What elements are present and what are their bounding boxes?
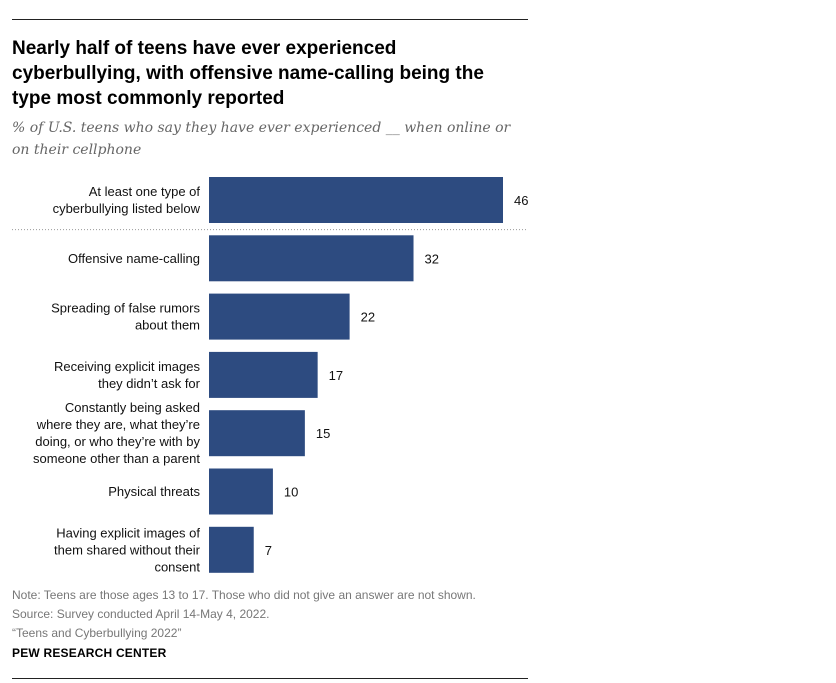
footnotes: Note: Teens are those ages 13 to 17. Tho…	[12, 586, 532, 643]
pew-logo-text: PEW RESEARCH CENTER	[12, 646, 167, 660]
category-label-2: Spreading of false rumors about them	[51, 301, 200, 333]
value-label-1: 32	[425, 251, 439, 266]
category-label-line: consent	[154, 559, 200, 574]
value-label-2: 22	[361, 310, 375, 325]
source-text: Source: Survey conducted April 14-May 4,…	[12, 607, 270, 621]
category-label-line: Constantly being asked	[65, 400, 200, 415]
category-label-0: At least one type of cyberbullying listed…	[53, 184, 201, 216]
category-label-line: they didn’t ask for	[98, 376, 201, 391]
value-label-4: 15	[316, 426, 330, 441]
category-label-4: Constantly being asked where they are, wh…	[33, 400, 200, 466]
bar-2	[209, 293, 350, 340]
value-label-5: 10	[284, 485, 298, 500]
value-label-6: 7	[265, 543, 272, 558]
bar-1	[209, 235, 414, 282]
bar-0	[209, 177, 503, 223]
report-title: “Teens and Cyberbullying 2022”	[12, 626, 182, 640]
category-label-line: Physical threats	[108, 484, 200, 499]
value-label-3: 17	[329, 368, 343, 383]
category-label-line: Receiving explicit images	[54, 359, 200, 374]
category-label-3: Receiving explicit images they didn’t ask…	[54, 359, 201, 391]
category-label-line: doing, or who they’re with by	[35, 434, 200, 449]
bar-4	[209, 410, 305, 457]
category-label-line: someone other than a parent	[33, 451, 200, 466]
chart-title: Nearly half of teens have ever experienc…	[12, 38, 484, 109]
bar-3	[209, 351, 318, 398]
value-label-0: 46	[514, 193, 528, 208]
category-label-line: them shared without their	[54, 542, 201, 557]
bar-6	[209, 526, 254, 573]
category-label-6: Having explicit images of them shared wit…	[54, 525, 201, 574]
category-label-line: where they are, what they’re	[36, 417, 200, 432]
category-label-1: Offensive name-calling	[68, 251, 200, 266]
chart-subtitle: % of U.S. teens who say they have ever e…	[12, 120, 511, 158]
bottom-rule	[12, 678, 528, 679]
category-label-line: Offensive name-calling	[68, 251, 200, 266]
bar-5	[209, 468, 273, 515]
category-label-line: cyberbullying listed below	[53, 201, 201, 216]
category-label-5: Physical threats	[108, 484, 200, 499]
category-label-line: Having explicit images of	[56, 525, 200, 540]
top-rule	[12, 19, 528, 20]
note-text: Note: Teens are those ages 13 to 17. Tho…	[12, 588, 476, 602]
category-label-line: about them	[135, 318, 200, 333]
category-label-line: Spreading of false rumors	[51, 301, 200, 316]
category-label-line: At least one type of	[89, 184, 201, 199]
